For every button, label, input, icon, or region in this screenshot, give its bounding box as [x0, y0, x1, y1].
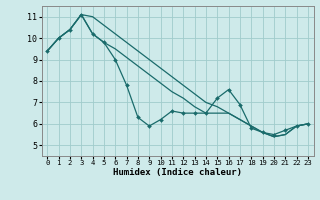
- X-axis label: Humidex (Indice chaleur): Humidex (Indice chaleur): [113, 168, 242, 177]
